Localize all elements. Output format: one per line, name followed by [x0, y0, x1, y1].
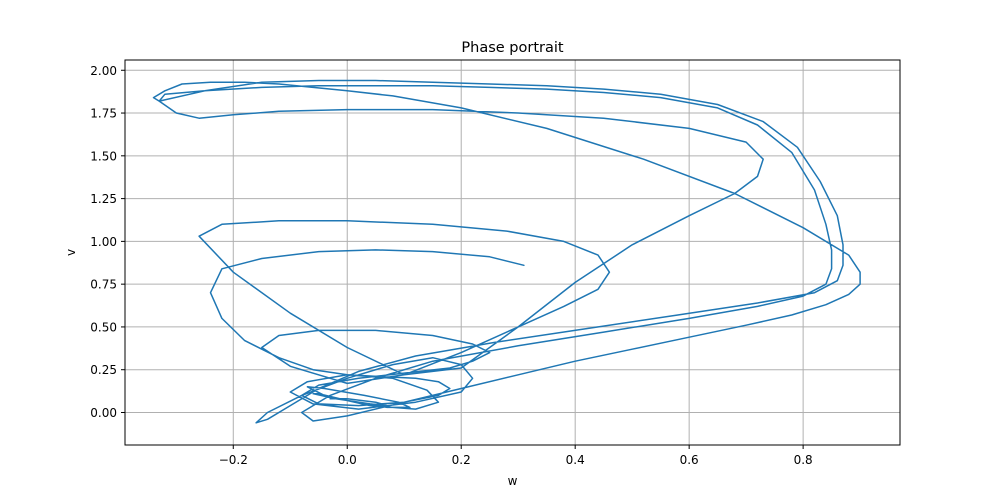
- plot-frame: [124, 59, 901, 446]
- y-axis-label: v: [64, 249, 78, 256]
- x-tick-label: 0.4: [566, 453, 585, 467]
- trajectory-series-line: [152, 79, 861, 424]
- y-tick-label: 0.50: [90, 320, 117, 334]
- chart-title: Phase portrait: [461, 40, 564, 56]
- y-tick-label: 0.75: [90, 278, 117, 292]
- x-tick-label: 0.2: [452, 453, 471, 467]
- y-tick-label: 1.25: [90, 192, 117, 206]
- y-tick-label: 0.00: [90, 406, 117, 420]
- x-tick-label: 0.0: [338, 453, 357, 467]
- y-tick-label: 1.00: [90, 235, 117, 249]
- y-tick-label: 1.50: [90, 149, 117, 163]
- y-tick-label: 2.00: [90, 64, 117, 78]
- series-layer: [152, 79, 861, 424]
- y-tick-label: 0.25: [90, 363, 117, 377]
- x-tick-label: 0.6: [680, 453, 699, 467]
- x-tick-label: −0.2: [219, 453, 248, 467]
- x-tick-label: 0.8: [794, 453, 813, 467]
- ticks-layer: −0.2 0.0 0.2 0.4 0.6 0.8 0.00 0.25 0.50 0.75 1.00 1…: [90, 64, 812, 467]
- y-tick-label: 1.75: [90, 107, 117, 121]
- x-axis-label: w: [508, 474, 518, 488]
